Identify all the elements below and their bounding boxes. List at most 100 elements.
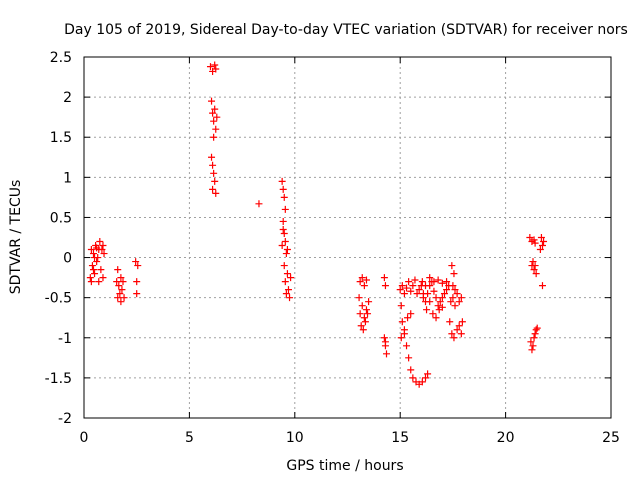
data-point [528,262,536,270]
data-point [528,346,536,354]
data-point [531,239,539,247]
y-tick-label: 0 [63,251,72,267]
data-point [432,314,440,322]
data-point [409,282,417,290]
data-point [284,286,292,294]
data-point [89,250,97,258]
data-point [450,334,458,342]
data-point [89,266,97,274]
data-point [530,266,538,274]
data-point [96,238,104,246]
y-tick-label: -1 [58,331,72,347]
data-point [457,330,465,338]
data-point [132,258,140,266]
data-point [537,234,545,241]
data-point [360,314,368,322]
data-point [400,290,408,298]
data-point [281,278,289,286]
data-point [281,238,289,246]
data-point [426,274,434,282]
data-point [212,189,220,197]
data-point [403,342,411,350]
data-point [380,274,388,282]
data-point [430,287,438,295]
data-point [118,286,126,294]
data-point [212,65,220,73]
data-point [380,334,388,342]
data-point [381,282,389,290]
data-point [120,294,128,302]
data-point [91,254,99,262]
data-point [397,334,405,342]
data-point [443,286,451,294]
data-point [443,278,451,286]
data-point [281,205,289,213]
data-point [114,294,122,302]
data-point [530,236,538,244]
data-point [133,290,141,298]
data-point [115,282,123,290]
y-axis-label: SDTVAR / TECUs [8,180,24,295]
data-point [421,282,429,290]
data-point [359,326,367,334]
data-point [434,302,442,310]
data-point [283,270,291,278]
data-point [361,318,369,326]
x-tick-label: 5 [185,430,194,446]
grid-lines [84,57,611,418]
data-point [358,302,366,310]
y-tick-label: 1 [63,170,72,186]
data-point [279,185,287,193]
data-point [531,330,539,338]
data-point [87,278,95,286]
data-point [434,276,442,284]
chart-title: Day 105 of 2019, Sidereal Day-to-day VTE… [64,22,628,38]
data-point [538,242,546,250]
x-tick-label: 10 [286,430,304,446]
data-point [447,298,455,306]
data-point [449,294,457,302]
data-point [533,324,541,332]
x-tick-label: 15 [391,430,409,446]
data-point [282,290,290,298]
data-point [409,374,417,382]
data-point [358,274,366,282]
data-point [134,262,142,270]
data-point [529,342,537,350]
data-point [538,282,546,290]
data-point [419,290,427,298]
data-point [426,298,434,306]
x-axis: 0 5 10 15 20 25 [80,57,620,446]
data-point [411,276,419,284]
data-point [210,133,218,141]
x-tick-label: 20 [497,430,515,446]
data-point [211,61,219,69]
data-point [455,322,463,330]
data-point [119,278,127,286]
data-point [280,262,288,270]
data-point [430,278,438,286]
y-tick-label: 2 [63,90,72,106]
data-point [87,246,95,254]
data-point [527,338,535,346]
data-point [95,278,103,286]
data-point [438,279,446,287]
data-point [438,303,446,311]
data-point [530,334,538,342]
data-point [407,366,415,374]
y-tick-label: 0.5 [50,210,72,226]
data-point [211,105,219,113]
y-tick-label: -2 [58,411,72,427]
data-point [455,298,463,306]
data-point [100,250,108,258]
data-point [209,161,217,169]
y-tick-label: -1.5 [45,371,72,387]
data-point [209,185,217,193]
data-point [532,326,540,334]
data-point [364,310,372,318]
data-point [440,290,448,298]
data-point [362,276,370,284]
data-point [357,322,365,330]
data-point [209,109,217,117]
